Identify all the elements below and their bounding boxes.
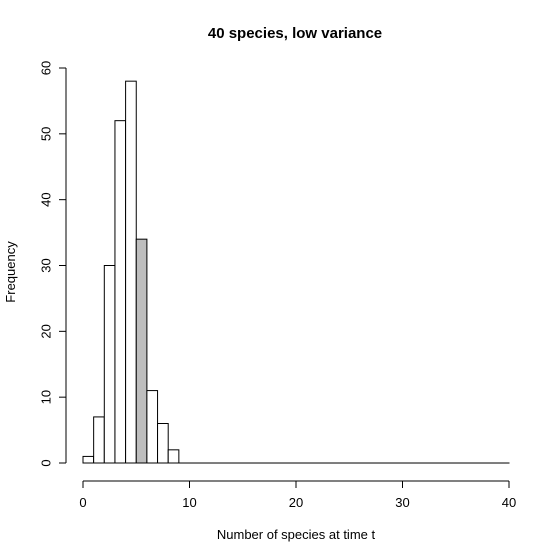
histogram-bar (167, 449, 180, 464)
y-tick-label: 30 (38, 258, 53, 272)
y-tick-label: 60 (38, 61, 53, 75)
histogram-bar (125, 80, 137, 464)
x-axis-label: Number of species at time t (217, 527, 376, 542)
y-axis: 0 10 20 30 40 50 60 (38, 61, 67, 467)
histogram-bar (114, 120, 127, 464)
chart-title: 40 species, low variance (208, 25, 382, 42)
x-tick-label: 40 (502, 495, 516, 510)
y-tick-label: 40 (38, 192, 53, 206)
bars-group (82, 80, 510, 464)
histogram-bar (146, 390, 159, 464)
y-axis-label: Frequency (3, 241, 18, 303)
histogram-bar (93, 416, 105, 464)
histogram-bar-highlighted (135, 238, 148, 464)
x-tick-label: 20 (289, 495, 303, 510)
x-tick-label: 10 (182, 495, 196, 510)
x-tick-label: 30 (395, 495, 409, 510)
y-tick-label: 50 (38, 127, 53, 141)
x-tick-label: 0 (79, 495, 86, 510)
y-tick-label: 0 (38, 459, 53, 466)
histogram-bar (103, 265, 116, 464)
histogram-bar (82, 455, 95, 464)
histogram-bar (157, 423, 169, 464)
y-tick-label: 20 (38, 324, 53, 338)
y-tick-label: 10 (38, 390, 53, 404)
x-axis: 0 10 20 30 40 (79, 480, 516, 510)
